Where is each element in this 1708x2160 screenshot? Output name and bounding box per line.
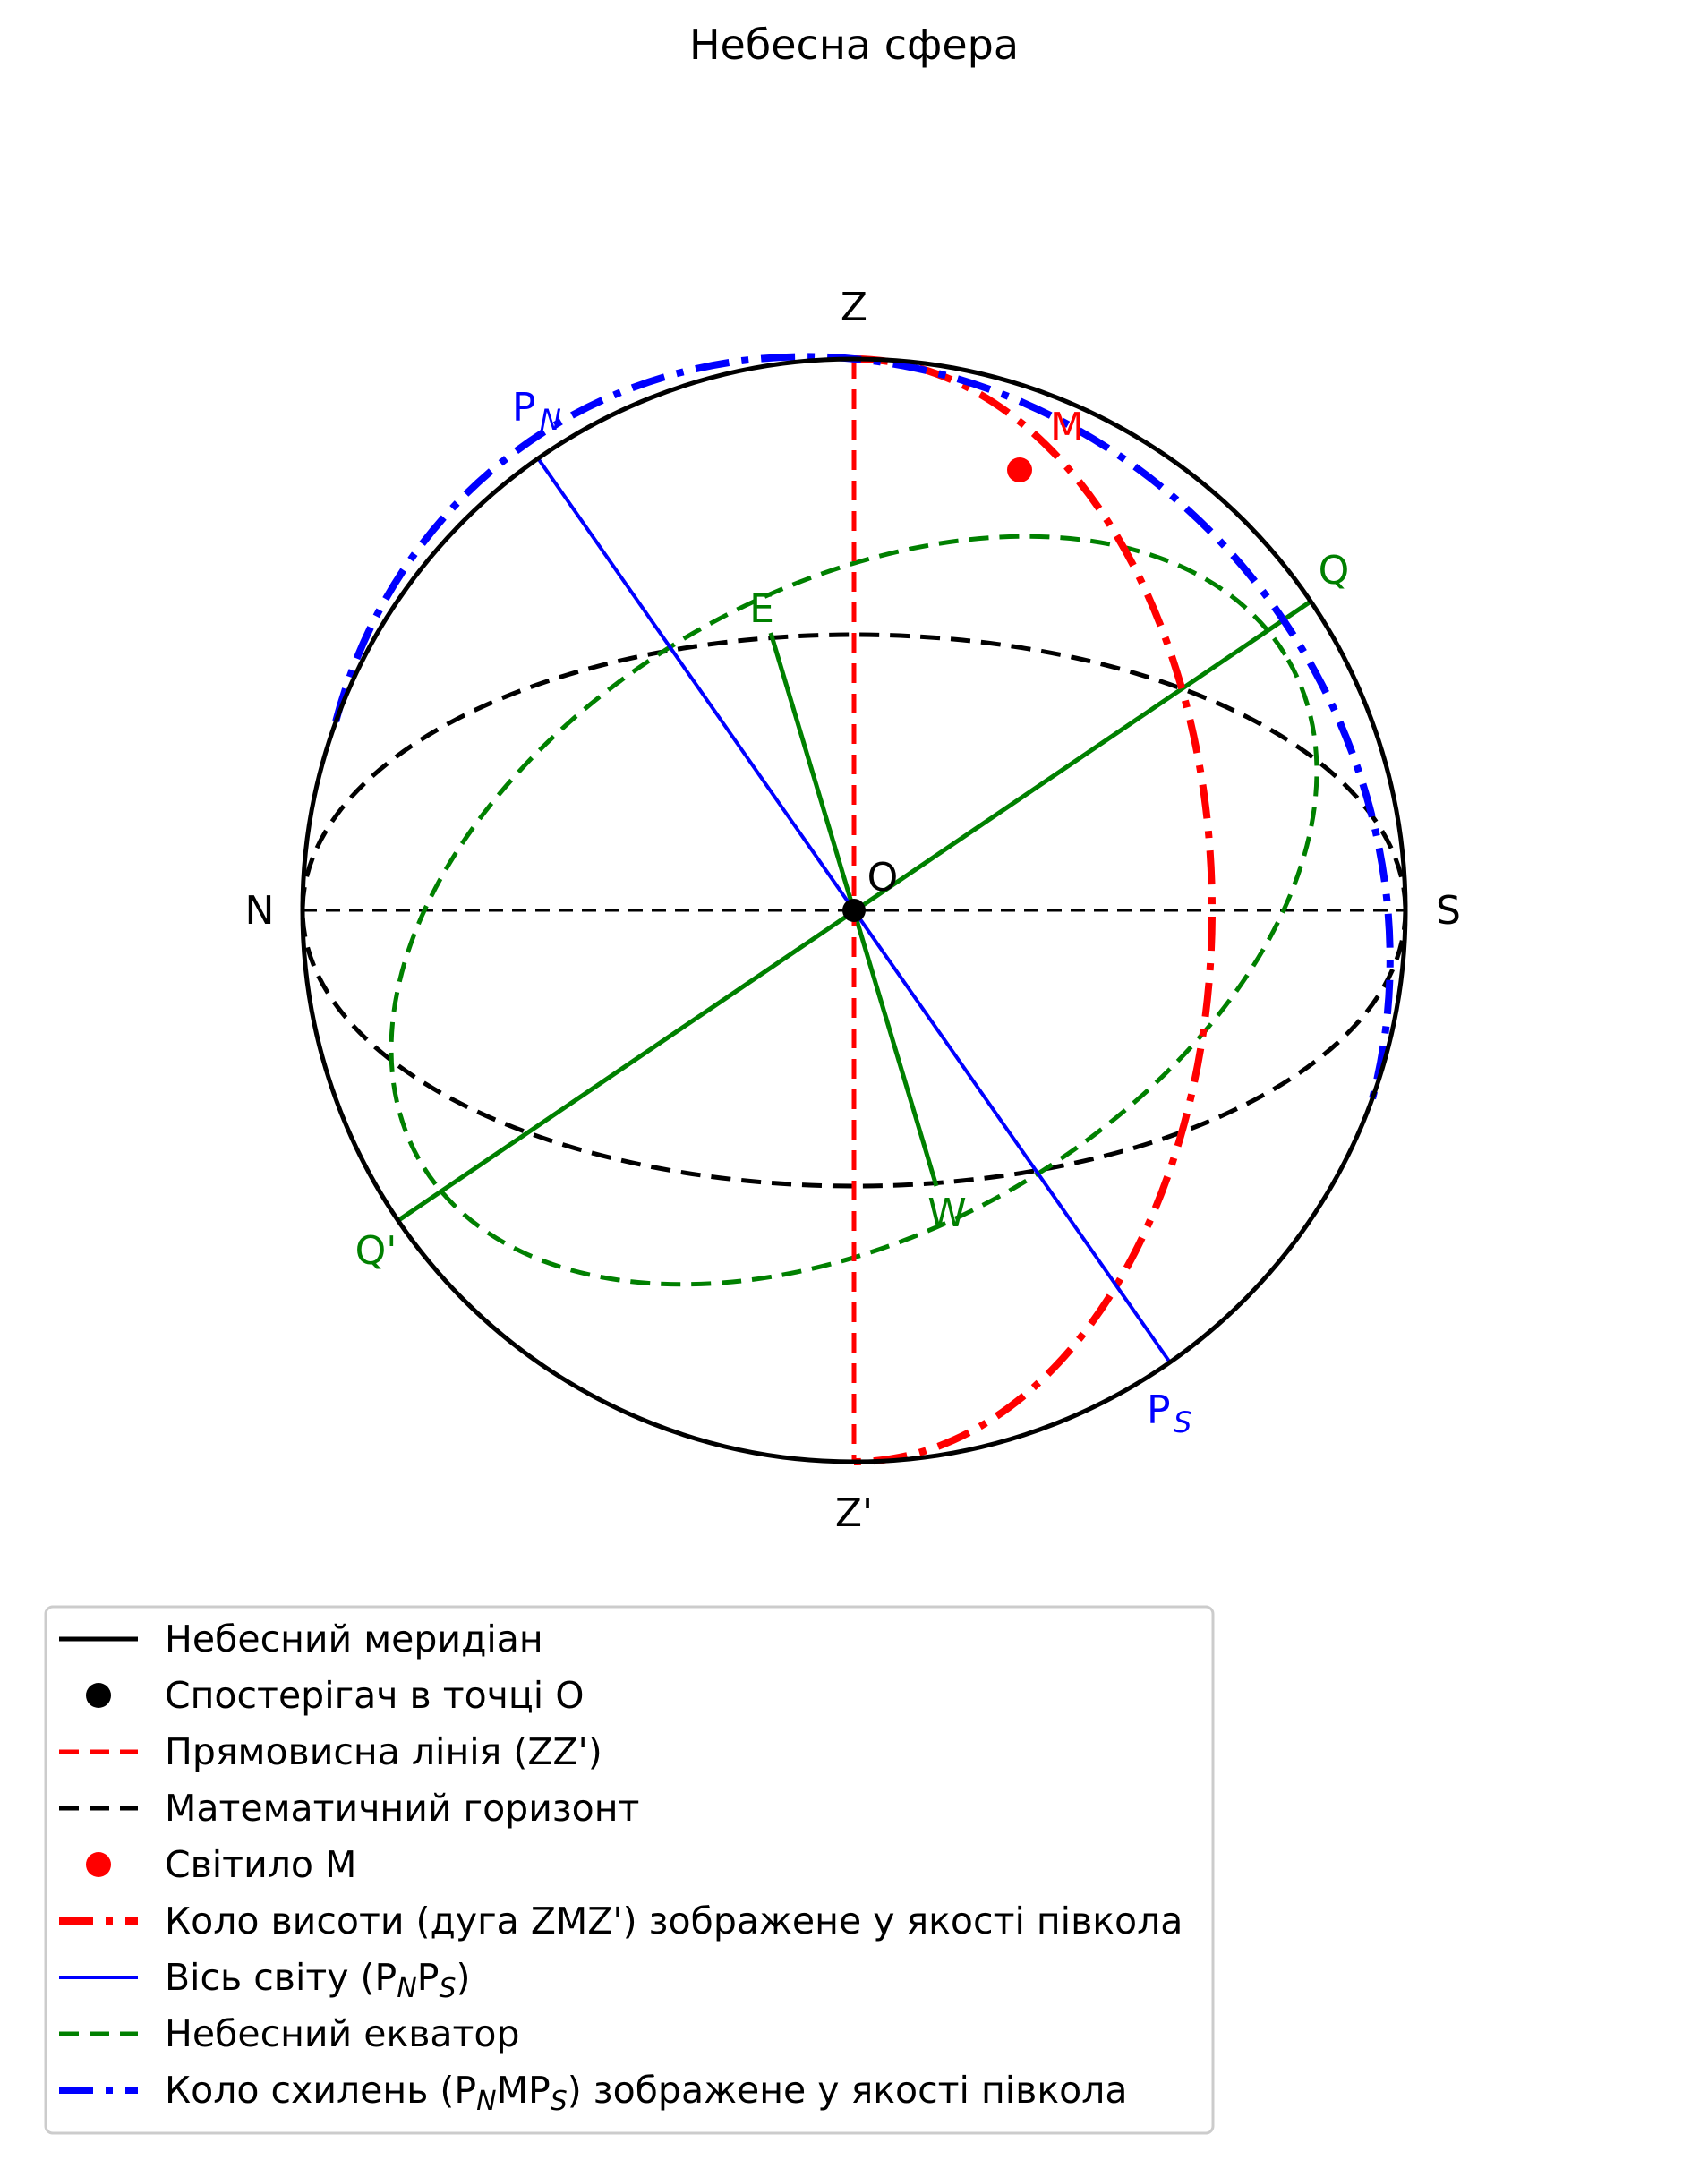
legend-item-observer: Спостерігач в точці О — [86, 1674, 585, 1717]
legend-item-altitude-circle: Коло висоти (дуга ZMZ') зображене у якос… — [59, 1900, 1183, 1942]
legend-label-axis-mid: P — [417, 1956, 440, 1999]
legend-label-axis-suffix: ) — [457, 1956, 471, 1999]
legend-label-declination-sub-s: S — [551, 2086, 568, 2117]
label-q: Q — [1319, 548, 1350, 593]
legend-label-observer: Спостерігач в точці О — [165, 1674, 585, 1717]
label-n: N — [245, 888, 275, 934]
star-m — [1007, 457, 1032, 482]
label-ps-sub: S — [1174, 1405, 1191, 1439]
celestial-meridian — [300, 356, 1408, 1464]
legend-item-declination-circle: Коло схилень (PNMPS) зображене у якості … — [59, 2069, 1128, 2117]
diagram-title: Небесна сфера — [689, 21, 1019, 69]
label-pn-letter: P — [512, 385, 536, 431]
label-s: S — [1436, 888, 1461, 934]
legend-label-meridian: Небесний меридіан — [165, 1618, 543, 1661]
legend-item-vertical: Прямовисна лінія (ZZ') — [59, 1730, 602, 1773]
legend-item-star: Світило М — [86, 1843, 356, 1886]
label-e: E — [749, 586, 774, 632]
legend-label-horizon: Математичний горизонт — [165, 1787, 639, 1830]
legend-item-equator: Небесний екватор — [59, 2012, 520, 2055]
legend-label-equator: Небесний екватор — [165, 2012, 520, 2055]
label-ps-letter: P — [1147, 1387, 1171, 1433]
label-o: O — [867, 855, 899, 901]
legend-item-meridian: Небесний меридіан — [59, 1618, 543, 1661]
legend-item-horizon: Математичний горизонт — [59, 1787, 639, 1830]
legend-label-declination-mid: MP — [497, 2069, 551, 2112]
label-z: Z — [841, 285, 867, 330]
label-pn-sub: N — [540, 403, 561, 437]
legend-item-axis: Вісь світу (PNPS) — [59, 1956, 471, 2004]
legend-label-altitude-circle: Коло висоти (дуга ZMZ') зображене у якос… — [165, 1900, 1183, 1942]
label-ps: P S — [1147, 1387, 1191, 1439]
legend-label-axis-sub-s: S — [439, 1973, 456, 2004]
legend-label-declination-sub-n: N — [476, 2086, 496, 2117]
legend-label-axis-sub-n: N — [397, 1973, 416, 2004]
label-m: M — [1050, 405, 1084, 450]
legend-frame — [44, 1605, 1215, 2135]
legend-label-axis-prefix: Вісь світу (P — [165, 1956, 397, 1999]
legend-label-declination-prefix: Коло схилень (P — [165, 2069, 476, 2112]
celestial-equator — [389, 534, 1319, 1287]
observer-point-o — [842, 899, 866, 922]
legend-label-star: Світило М — [165, 1843, 356, 1886]
label-q-prime: Q' — [355, 1228, 397, 1274]
legend: Небесний меридіан Спостерігач в точці О … — [44, 1605, 1215, 2135]
svg-text:Коло схилень (PNMPS) зображене: Коло схилень (PNMPS) зображене у якості … — [165, 2069, 1128, 2117]
declination-circle-arc — [332, 353, 1394, 1101]
label-z-prime: Z' — [835, 1490, 873, 1536]
label-pn: P N — [512, 385, 561, 437]
legend-label-declination-suffix: ) зображене у якості півкола — [568, 2069, 1128, 2112]
svg-text:Вісь світу (PNPS): Вісь світу (PNPS) — [165, 1956, 471, 2004]
label-w: W — [927, 1191, 967, 1236]
legend-label-vertical: Прямовисна лінія (ZZ') — [165, 1730, 602, 1773]
